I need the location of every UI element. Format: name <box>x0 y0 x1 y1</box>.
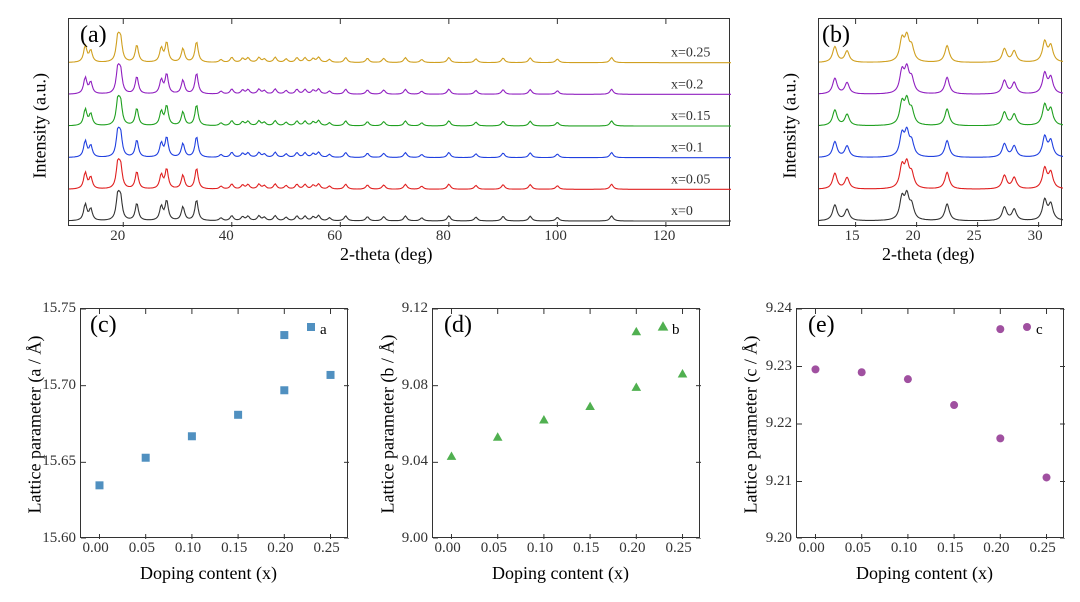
x-tick-c: 0.05 <box>129 540 155 557</box>
x-tick-d: 0.00 <box>434 540 460 557</box>
panel-b-label: (b) <box>822 22 850 49</box>
x-tick-a: 100 <box>544 228 567 245</box>
x-tick-e: 0.00 <box>798 540 824 557</box>
x-tick-d: 0.25 <box>666 540 692 557</box>
x-tick-d: 0.10 <box>527 540 553 557</box>
panel-b: (b) Intensity (a.u.) 2-theta (deg) 15 20 2… <box>762 8 1070 266</box>
x-tick-e: 0.15 <box>937 540 963 557</box>
chart-b <box>818 18 1062 226</box>
y-tick-e: 9.24 <box>748 300 792 317</box>
y-tick-c: 15.65 <box>32 453 76 470</box>
x-label-e: Doping content (x) <box>856 563 993 584</box>
x-tick-e: 0.05 <box>845 540 871 557</box>
x-label-b: 2-theta (deg) <box>882 244 974 265</box>
x-tick-d: 0.20 <box>619 540 645 557</box>
svg-text:x=0.2: x=0.2 <box>671 77 703 92</box>
y-tick-d: 9.04 <box>384 453 428 470</box>
y-label-c: Lattice parameter (a / Å) <box>25 334 46 514</box>
x-label-a: 2-theta (deg) <box>340 244 432 265</box>
chart-a-svg: x=0 x=0.05 x=0.1 x=0.15 x=0.2 x=0.25 <box>69 19 731 227</box>
x-tick-c: 0.20 <box>267 540 293 557</box>
y-tick-c: 15.75 <box>32 300 76 317</box>
y-tick-d: 9.00 <box>384 530 428 547</box>
svg-text:x=0.1: x=0.1 <box>671 141 703 156</box>
y-tick-c: 15.70 <box>32 377 76 394</box>
x-tick-a: 80 <box>436 228 451 245</box>
x-tick-e: 0.10 <box>891 540 917 557</box>
x-tick-a: 20 <box>110 228 125 245</box>
x-tick-d: 0.15 <box>573 540 599 557</box>
x-tick-a: 40 <box>219 228 234 245</box>
y-tick-e: 9.22 <box>748 415 792 432</box>
x-tick-e: 0.25 <box>1030 540 1056 557</box>
y-tick-d: 9.12 <box>384 300 428 317</box>
panel-c-label: (c) <box>90 312 117 339</box>
panel-e-label: (e) <box>808 312 835 339</box>
x-tick-b: 30 <box>1028 228 1043 245</box>
y-tick-e: 9.23 <box>748 358 792 375</box>
panel-c: (c) Lattice parameter (a / Å) Doping con… <box>10 298 360 593</box>
x-tick-c: 0.10 <box>175 540 201 557</box>
panel-d: (d) Lattice parameter (b / Å) Doping con… <box>368 298 718 593</box>
x-tick-b: 25 <box>967 228 982 245</box>
y-tick-c: 15.60 <box>32 530 76 547</box>
y-tick-e: 9.20 <box>748 530 792 547</box>
chart-c-svg <box>81 309 349 539</box>
svg-text:x=0: x=0 <box>671 204 693 219</box>
x-tick-a: 60 <box>327 228 342 245</box>
x-tick-c: 0.00 <box>82 540 108 557</box>
legend-e: c <box>1036 322 1043 339</box>
panel-d-label: (d) <box>444 312 472 339</box>
y-tick-d: 9.08 <box>384 377 428 394</box>
x-tick-c: 0.15 <box>221 540 247 557</box>
svg-text:x=0.05: x=0.05 <box>671 172 710 187</box>
chart-e <box>796 308 1064 538</box>
chart-e-svg <box>797 309 1065 539</box>
chart-d <box>432 308 700 538</box>
y-tick-e: 9.21 <box>748 473 792 490</box>
svg-text:x=0.25: x=0.25 <box>671 46 710 61</box>
svg-text:x=0.15: x=0.15 <box>671 109 710 124</box>
panel-e: (e) Lattice parameter (c / Å) Doping con… <box>726 298 1076 593</box>
y-label-d: Lattice parameter (b / Å) <box>378 334 399 514</box>
legend-c: a <box>320 322 327 339</box>
panel-a-label: (a) <box>80 22 107 49</box>
chart-a: x=0 x=0.05 x=0.1 x=0.15 x=0.2 x=0.25 <box>68 18 730 226</box>
y-label-b: Intensity (a.u.) <box>780 59 801 179</box>
x-tick-b: 20 <box>906 228 921 245</box>
chart-b-svg <box>819 19 1063 227</box>
x-tick-b: 15 <box>845 228 860 245</box>
x-tick-a: 120 <box>653 228 676 245</box>
x-tick-d: 0.05 <box>481 540 507 557</box>
x-label-d: Doping content (x) <box>492 563 629 584</box>
legend-d: b <box>672 322 680 339</box>
x-label-c: Doping content (x) <box>140 563 277 584</box>
x-tick-e: 0.20 <box>983 540 1009 557</box>
x-tick-c: 0.25 <box>314 540 340 557</box>
panel-a: (a) x=0 x=0.05 x=0.1 x=0.15 x=0.2 x=0.25 Inte… <box>10 8 752 266</box>
chart-c <box>80 308 348 538</box>
y-label-a: Intensity (a.u.) <box>30 59 51 179</box>
chart-d-svg <box>433 309 701 539</box>
